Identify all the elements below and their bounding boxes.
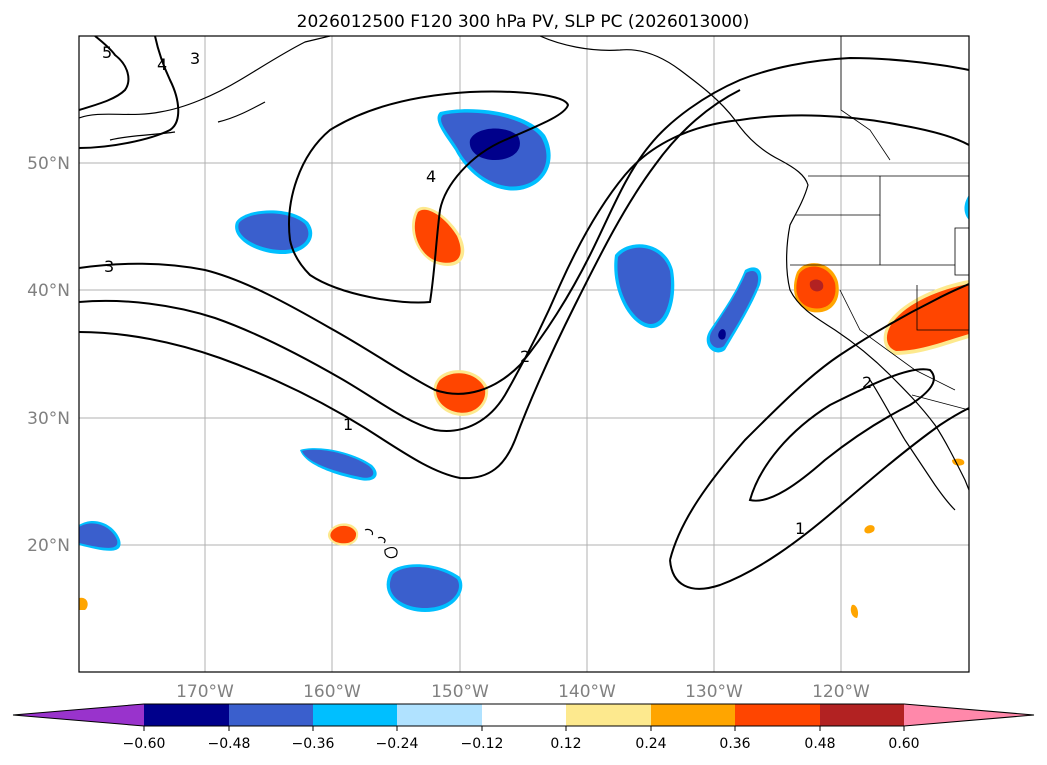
pv-positive-anomalies — [79, 206, 969, 618]
border-alaska-canada — [840, 36, 891, 161]
latitude-labels: 50°N 40°N 30°N 20°N — [27, 154, 70, 556]
colorbar-tick-label: 0.36 — [719, 736, 750, 752]
contour-1-east-north — [669, 283, 969, 561]
colorbar-tick-label: −0.36 — [292, 736, 335, 752]
pv-blob-small-south — [850, 604, 859, 618]
pv-blob-small-baja — [864, 525, 875, 534]
coast-baja — [869, 379, 956, 511]
contour-label: 2 — [520, 347, 530, 366]
contour-label: 1 — [343, 415, 353, 434]
pv-blob-sw-edge — [79, 597, 88, 610]
contour-label: 3 — [104, 257, 114, 276]
contour-label: 2 — [862, 373, 872, 392]
pv-blob-west-edge — [79, 520, 121, 551]
colorbar-segment — [313, 704, 397, 726]
colorbar-segment — [651, 704, 735, 726]
contour-2-east — [748, 368, 935, 502]
map-title: 2026012500 F120 300 hPa PV, SLP PC (2026… — [297, 12, 750, 32]
contour-4-north — [79, 36, 180, 149]
colorbar-segment — [144, 704, 229, 726]
lat-label-40n: 40°N — [27, 281, 70, 301]
longitude-labels: 170°W 160°W 150°W 140°W 130°W 120°W — [176, 682, 870, 702]
lon-label-160w: 160°W — [303, 682, 361, 702]
contour-4-closed — [288, 90, 570, 304]
borders — [790, 36, 969, 411]
lon-label-150w: 150°W — [431, 682, 489, 702]
lon-label-140w: 140°W — [558, 682, 616, 702]
hawaiian-islands — [364, 528, 398, 559]
contour-1-east-south — [669, 407, 969, 590]
lat-label-50n: 50°N — [27, 154, 70, 174]
pv-blob-california — [793, 263, 839, 313]
contour-3 — [79, 56, 969, 395]
colorbar-tick-label: 0.48 — [804, 736, 835, 752]
lat-label-20n: 20°N — [27, 536, 70, 556]
border-wyoming — [954, 227, 969, 276]
border-ca-nv — [839, 289, 956, 391]
colorbar-tick-label: −0.60 — [123, 736, 166, 752]
colorbar-tick-labels: −0.60 −0.48 −0.36 −0.24 −0.12 0.12 0.24 … — [123, 736, 920, 752]
pv-blob-130w — [706, 267, 762, 353]
pv-blob-great-basin — [883, 280, 969, 355]
colorbar-tick-label: −0.48 — [208, 736, 251, 752]
contour-label: 3 — [190, 49, 200, 68]
pv-negative-anomalies — [79, 109, 969, 612]
island-big — [384, 546, 398, 559]
colorbar-segment — [397, 704, 482, 726]
coast-alaska-peninsula — [79, 36, 331, 119]
colorbar-tick-label: 0.60 — [888, 736, 919, 752]
colorbar: −0.60 −0.48 −0.36 −0.24 −0.12 0.12 0.24 … — [12, 703, 1035, 752]
colorbar-tick-label: 0.12 — [550, 736, 581, 752]
island-oahu — [364, 528, 374, 536]
contour-2 — [79, 114, 969, 432]
pv-blob-140w — [614, 244, 675, 329]
lon-label-120w: 120°W — [812, 682, 870, 702]
contour-1-west — [79, 89, 741, 480]
lon-label-130w: 130°W — [685, 682, 743, 702]
coastlines — [79, 36, 969, 511]
colorbar-segment — [566, 704, 651, 726]
slp-contours — [79, 36, 969, 590]
island-molokai — [377, 536, 386, 544]
contour-label: 1 — [795, 519, 805, 538]
contour-label: 5 — [102, 43, 112, 62]
colorbar-segment — [482, 704, 566, 726]
contour-labels: 5 4 3 4 3 2 1 2 1 — [102, 43, 872, 538]
map-frame — [78, 35, 970, 673]
pv-blob-south — [386, 564, 463, 612]
colorbar-tick-label: −0.24 — [376, 736, 419, 752]
border-nv-ut — [916, 285, 969, 331]
map-area: 5 4 3 4 3 2 1 2 1 — [79, 36, 969, 672]
colorbar-extend-high — [904, 704, 1034, 726]
pv-blob-hawaii-north — [300, 448, 377, 481]
contour-5 — [79, 36, 130, 111]
contour-label: 4 — [426, 167, 436, 186]
pv-blob-kauai — [327, 523, 359, 546]
contour-label: 4 — [157, 55, 167, 74]
pv-blob-gulf-of-alaska — [437, 109, 551, 191]
colorbar-extend-low — [13, 704, 144, 726]
lon-label-170w: 170°W — [176, 682, 234, 702]
pv-blob-east-edge — [964, 195, 969, 220]
coast-north-america — [539, 36, 969, 491]
colorbar-segment — [735, 704, 820, 726]
lat-label-30n: 30°N — [27, 409, 70, 429]
colorbar-segment — [229, 704, 313, 726]
coast-aleutians — [109, 131, 176, 141]
colorbar-tick-label: 0.24 — [635, 736, 666, 752]
coast-kodiak — [217, 101, 266, 123]
colorbar-tick-label: −0.12 — [461, 736, 504, 752]
colorbar-segment — [820, 704, 904, 726]
colorbar-ticks — [143, 726, 905, 731]
